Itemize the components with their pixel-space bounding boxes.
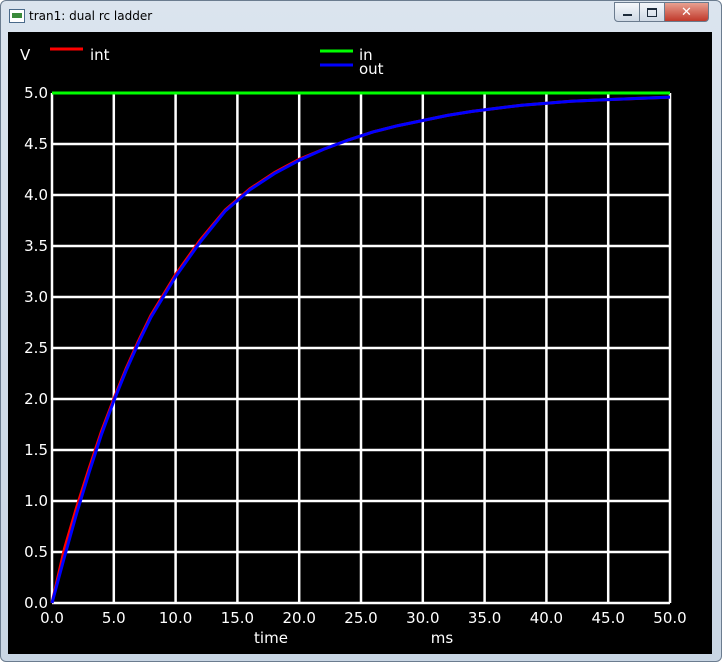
close-icon: ✕ — [681, 4, 692, 20]
x-tick-label: 5.0 — [102, 609, 126, 627]
y-tick-label: 3.0 — [24, 288, 48, 306]
x-tick-label: 0.0 — [40, 609, 64, 627]
y-tick-label: 1.0 — [24, 492, 48, 510]
y-tick-label: 2.0 — [24, 390, 48, 408]
x-tick-label: 45.0 — [591, 609, 624, 627]
x-tick-label: 15.0 — [221, 609, 254, 627]
chart: 0.0 5.0 10.0 15.0 20.0 25.0 30.0 35.0 40.0 45.0 50… — [8, 32, 712, 654]
y-tick-label: 5.0 — [24, 84, 48, 102]
close-button[interactable]: ✕ — [664, 2, 709, 22]
x-tick-label: 30.0 — [406, 609, 439, 627]
x-tick-label: 20.0 — [282, 609, 315, 627]
x-tick-label: 50.0 — [653, 609, 686, 627]
minimize-button[interactable] — [614, 2, 640, 22]
title-bar[interactable]: tran1: dual rc ladder ✕ — [1, 1, 721, 31]
y-tick-label: 4.5 — [24, 135, 48, 153]
legend-label-in: in — [359, 46, 373, 64]
y-tick-label: 1.5 — [24, 441, 48, 459]
plot-area-container: 0.0 5.0 10.0 15.0 20.0 25.0 30.0 35.0 40.0 45.0 50… — [8, 32, 712, 654]
maximize-button[interactable] — [639, 2, 665, 22]
x-tick-label: 25.0 — [344, 609, 377, 627]
y-tick-label: 2.5 — [24, 339, 48, 357]
window-title: tran1: dual rc ladder — [29, 9, 153, 23]
y-axis-label: V — [20, 46, 31, 64]
x-axis-label: time — [254, 629, 288, 647]
x-axis-unit: ms — [431, 629, 454, 647]
y-tick-label: 0.5 — [24, 543, 48, 561]
x-tick-label: 10.0 — [159, 609, 192, 627]
series-line-out — [50, 95, 671, 604]
maximize-icon — [647, 7, 657, 17]
x-tick-label: 40.0 — [530, 609, 563, 627]
y-tick-label: 0.0 — [24, 594, 48, 612]
x-tick-label: 35.0 — [468, 609, 501, 627]
legend-label-int: int — [90, 46, 110, 64]
minimize-icon — [622, 14, 632, 16]
legend-label-out: out — [359, 60, 384, 78]
y-tick-label: 4.0 — [24, 186, 48, 204]
app-icon — [9, 9, 25, 23]
y-tick-label: 3.5 — [24, 237, 48, 255]
